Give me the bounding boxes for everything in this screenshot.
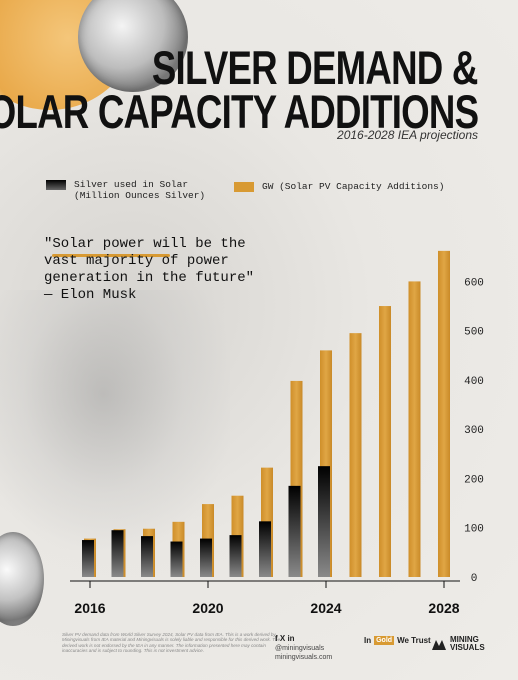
social-handle: @miningvisuals bbox=[275, 645, 325, 652]
legend-item-silver: Silver used in Solar (Million Ounces Sil… bbox=[46, 179, 205, 202]
bar-silver-2022 bbox=[259, 521, 271, 577]
x-tick-label: 2024 bbox=[310, 600, 341, 616]
ingold-logo: In Gold We Trust bbox=[364, 636, 431, 645]
bar-silver-2020 bbox=[200, 538, 212, 577]
bar-gw-2026 bbox=[379, 306, 391, 577]
portrait-image bbox=[0, 290, 230, 550]
y-tick-label: 500 bbox=[464, 327, 484, 339]
bar-gw-2027 bbox=[408, 281, 421, 577]
bar-silver-2016 bbox=[82, 540, 94, 577]
y-tick-label: 200 bbox=[464, 474, 484, 486]
quote-underline bbox=[52, 254, 170, 257]
social-icons[interactable]: f X in bbox=[275, 634, 295, 643]
y-tick-label: 400 bbox=[464, 376, 484, 388]
x-tick-label: 2020 bbox=[192, 600, 223, 616]
bar-silver-2019 bbox=[170, 541, 183, 577]
y-tick-label: 0 bbox=[471, 573, 478, 585]
social-links: f X in @miningvisuals miningvisuals.com bbox=[275, 634, 332, 661]
legend-label-gw: GW (Solar PV Capacity Additions) bbox=[262, 181, 445, 192]
ingold-box: Gold bbox=[374, 636, 395, 645]
title-line-2: SOLAR CAPACITY ADDITIONS bbox=[0, 85, 479, 138]
social-site[interactable]: miningvisuals.com bbox=[275, 654, 333, 661]
mining-visuals-icon bbox=[432, 640, 446, 650]
bar-silver-2024 bbox=[318, 466, 330, 577]
source-footnote: Silver PV demand data from World Silver … bbox=[62, 632, 281, 654]
x-tick-label: 2028 bbox=[428, 600, 459, 616]
y-tick-label: 600 bbox=[464, 277, 484, 289]
bar-silver-2017 bbox=[111, 530, 124, 577]
legend-swatch-silver bbox=[46, 180, 66, 190]
legend-item-gw: GW (Solar PV Capacity Additions) bbox=[234, 181, 444, 192]
quote-author: — Elon Musk bbox=[44, 287, 137, 303]
bar-silver-2021 bbox=[229, 535, 242, 577]
y-tick-label: 100 bbox=[464, 524, 484, 536]
bar-silver-2018 bbox=[141, 536, 153, 577]
legend-swatch-gw bbox=[234, 182, 254, 192]
legend-label-silver: Silver used in Solar (Million Ounces Sil… bbox=[74, 179, 206, 202]
title-line-1: SILVER DEMAND & bbox=[152, 41, 479, 94]
mining-visuals-line1: MINING bbox=[450, 635, 479, 644]
silver-coin-image bbox=[78, 0, 188, 92]
bar-gw-2028 bbox=[438, 250, 450, 577]
mining-visuals-line2: VISUALS bbox=[450, 643, 485, 652]
bar-gw-2025 bbox=[349, 333, 362, 577]
x-tick-label: 2016 bbox=[74, 600, 105, 616]
bar-silver-2023 bbox=[288, 485, 301, 577]
ingold-pre: In bbox=[364, 636, 372, 645]
mining-visuals-logo: MINING VISUALS bbox=[432, 636, 485, 652]
subtitle: 2016-2028 IEA projections bbox=[337, 128, 478, 142]
quote-text: "Solar power will be the vast majority o… bbox=[44, 236, 255, 286]
y-tick-label: 300 bbox=[464, 425, 484, 437]
ingold-post: We Trust bbox=[397, 636, 431, 645]
